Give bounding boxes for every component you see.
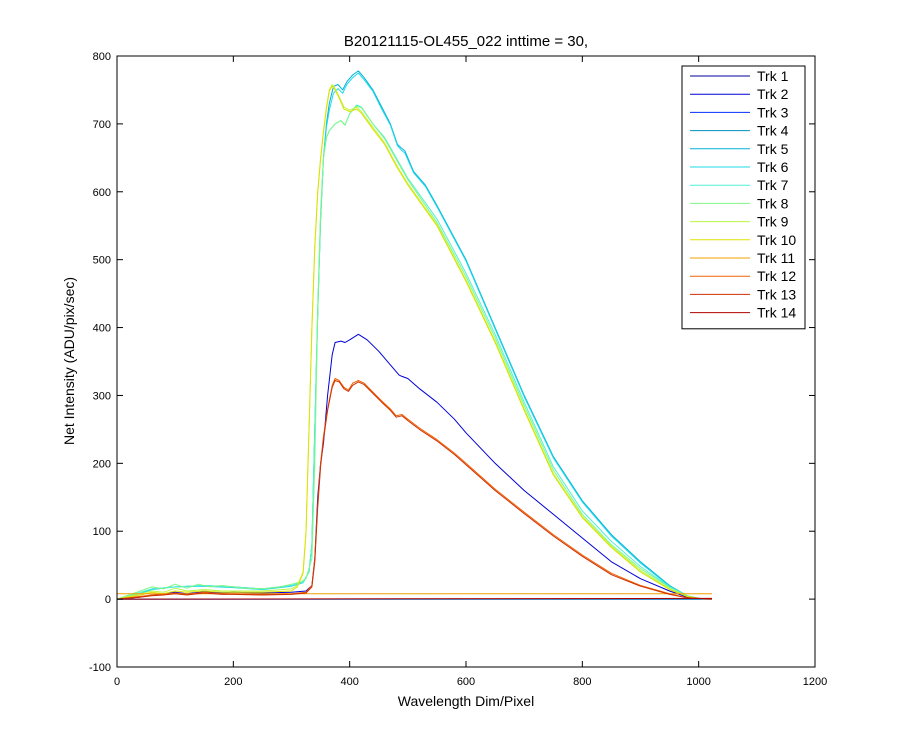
legend-label: Trk 2 xyxy=(757,86,789,102)
series-line-trk-10 xyxy=(116,85,713,600)
series-layer xyxy=(116,70,713,600)
legend-item: Trk 5 xyxy=(690,141,789,157)
legend-label: Trk 1 xyxy=(757,68,789,84)
legend-label: Trk 11 xyxy=(757,250,795,266)
y-tick-label: 400 xyxy=(93,323,111,335)
legend-label: Trk 3 xyxy=(757,104,789,120)
legend-label: Trk 10 xyxy=(757,232,796,248)
x-tick-label: 1200 xyxy=(803,676,827,688)
legend-label: Trk 9 xyxy=(757,214,789,230)
x-tick-label: 600 xyxy=(457,676,475,688)
x-axis-label: Wavelength Dim/Pixel xyxy=(398,693,534,709)
legend: Trk 1 Trk 2 Trk 3 Trk 4 Trk 5 Trk 6 Trk 7 Trk 8… xyxy=(681,65,806,330)
legend-label: Trk 4 xyxy=(757,123,789,139)
legend-label: Trk 8 xyxy=(757,195,789,211)
series-line-trk-13 xyxy=(116,380,713,600)
legend-box xyxy=(681,65,806,330)
legend-item: Trk 11 xyxy=(690,250,795,266)
legend-item: Trk 2 xyxy=(690,86,789,102)
x-tick-label: 0 xyxy=(114,676,120,688)
legend-item: Trk 13 xyxy=(690,286,796,302)
y-tick-label: 200 xyxy=(93,458,111,470)
y-axis-label: Net Intensity (ADU/pix/sec) xyxy=(61,277,77,445)
legend-label: Trk 13 xyxy=(757,286,796,302)
legend-item: Trk 10 xyxy=(690,232,796,248)
series-line-trk-9 xyxy=(116,84,713,600)
y-axis: -100 0 100 200 300 400 500 600 700 800 xyxy=(89,51,815,674)
series-line-trk-8 xyxy=(116,105,713,600)
x-tick-label: 1000 xyxy=(686,676,710,688)
y-tick-label: 500 xyxy=(93,255,111,267)
x-tick-label: 400 xyxy=(340,676,358,688)
y-tick-label: 100 xyxy=(93,526,111,538)
y-tick-label: 800 xyxy=(93,51,111,63)
y-tick-label: 700 xyxy=(93,119,111,131)
x-axis: 0 200 400 600 800 1000 1200 xyxy=(114,56,827,688)
series-line-trk-12 xyxy=(116,378,713,600)
series-line-trk-14 xyxy=(116,597,713,600)
legend-item: Trk 9 xyxy=(690,214,789,230)
y-tick-label: 300 xyxy=(93,390,111,402)
legend-label: Trk 14 xyxy=(757,305,796,321)
legend-label: Trk 7 xyxy=(757,177,789,193)
legend-item: Trk 3 xyxy=(690,104,789,120)
series-line-trk-6 xyxy=(116,72,713,600)
y-tick-label: 0 xyxy=(105,594,111,606)
legend-item: Trk 1 xyxy=(690,68,789,84)
x-tick-label: 200 xyxy=(224,676,242,688)
legend-item: Trk 7 xyxy=(690,177,789,193)
chart-title: B20121115-OL455_022 inttime = 30, xyxy=(344,33,588,50)
y-tick-label: 600 xyxy=(93,187,111,199)
y-tick-label: -100 xyxy=(89,662,111,674)
legend-item: Trk 8 xyxy=(690,195,789,211)
x-tick-label: 800 xyxy=(573,676,591,688)
legend-label: Trk 6 xyxy=(757,159,789,175)
legend-label: Trk 12 xyxy=(757,268,796,284)
legend-item: Trk 4 xyxy=(690,123,789,139)
legend-item: Trk 6 xyxy=(690,159,789,175)
legend-item: Trk 12 xyxy=(690,268,796,284)
series-line-trk-2 xyxy=(116,333,713,600)
legend-label: Trk 5 xyxy=(757,141,789,157)
legend-item: Trk 14 xyxy=(690,305,796,321)
